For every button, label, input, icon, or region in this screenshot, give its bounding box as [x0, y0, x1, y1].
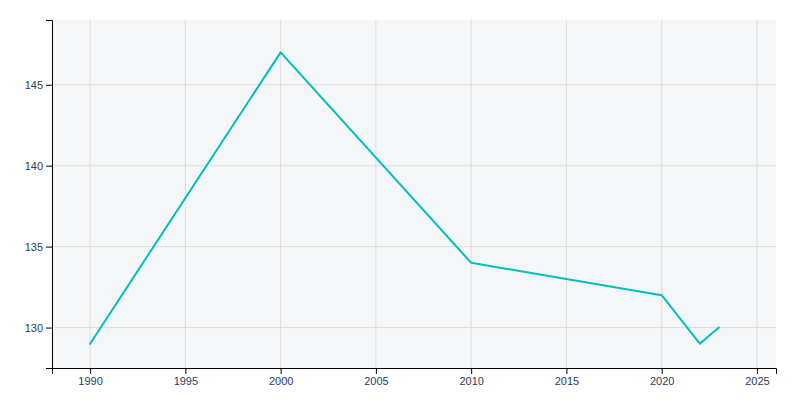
tick: 2000 [269, 368, 293, 387]
tick-mark [46, 328, 52, 329]
grid-line [52, 84, 776, 85]
tick-mark [46, 247, 52, 248]
y-axis: 130 135 140 145 [25, 21, 53, 369]
axis-line [46, 21, 53, 369]
grid-line [471, 20, 472, 368]
tick: 1995 [174, 368, 198, 387]
grid-line [52, 165, 776, 166]
tick: 130 [25, 322, 52, 334]
tick-label: 2010 [459, 375, 483, 387]
grid [52, 20, 776, 368]
grid-line [90, 20, 91, 368]
tick-label: 2020 [650, 375, 674, 387]
tick: 1990 [78, 368, 102, 387]
tick-label: 140 [25, 160, 43, 172]
plot-background [52, 20, 776, 368]
tick-mark [46, 166, 52, 167]
grid-line [375, 20, 376, 368]
tick-label: 145 [25, 79, 43, 91]
tick-label: 135 [25, 241, 43, 253]
grid-line [280, 20, 281, 368]
tick-label: 130 [25, 322, 43, 334]
tick-mark [281, 368, 282, 374]
tick: 2015 [555, 368, 579, 387]
tick-label: 1995 [174, 375, 198, 387]
tick-mark [90, 368, 91, 374]
tick-label: 2015 [555, 375, 579, 387]
tick: 145 [25, 79, 52, 91]
grid-line [661, 20, 662, 368]
tick: 2020 [650, 368, 674, 387]
tick-mark [662, 368, 663, 374]
tick-mark [185, 368, 186, 374]
tick-mark [757, 368, 758, 374]
line [90, 52, 719, 343]
tick-mark [566, 368, 567, 374]
plot: 1990 1995 2000 2005 2010 2015 2020 2025 130 135 14… [25, 20, 777, 387]
tick: 2010 [459, 368, 483, 387]
axis-line [53, 369, 777, 375]
grid-line [52, 246, 776, 247]
tick: 2025 [745, 368, 769, 387]
chart: 1990 1995 2000 2005 2010 2015 2020 2025 130 135 14… [0, 0, 800, 400]
x-axis: 1990 1995 2000 2005 2010 2015 2020 2025 [53, 368, 777, 387]
tick: 135 [25, 241, 52, 253]
tick: 140 [25, 160, 52, 172]
grid-line [52, 327, 776, 328]
marks [90, 52, 719, 343]
tick-label: 2005 [364, 375, 388, 387]
grid-line [566, 20, 567, 368]
tick-mark [471, 368, 472, 374]
tick-mark [46, 85, 52, 86]
tick-mark [376, 368, 377, 374]
grid-line [756, 20, 757, 368]
tick-label: 2000 [269, 375, 293, 387]
tick-label: 1990 [78, 375, 102, 387]
tick-label: 2025 [745, 375, 769, 387]
tick: 2005 [364, 368, 388, 387]
grid-line [185, 20, 186, 368]
